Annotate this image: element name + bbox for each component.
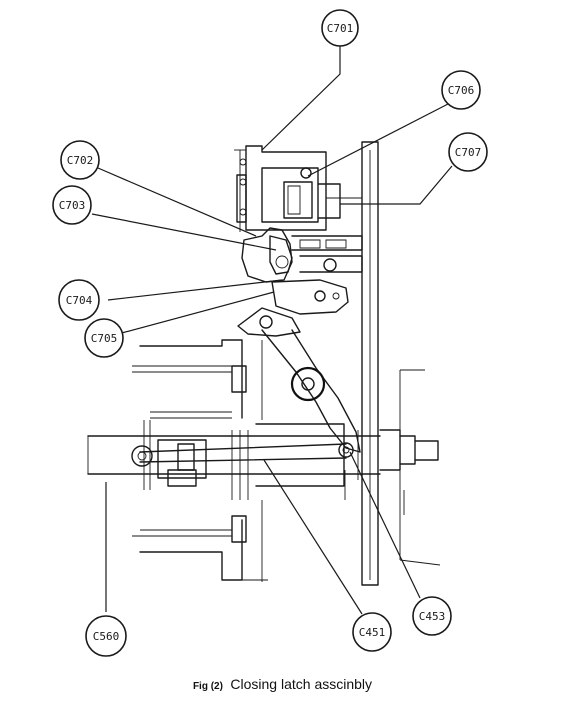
callout-c705-label: C705 — [91, 332, 118, 345]
figure-number: Fig (2) — [192, 681, 223, 692]
callout-c703-label: C703 — [59, 199, 86, 212]
crank-link — [237, 307, 361, 458]
figure-title: Closing latch asscinbly — [230, 676, 373, 692]
callout-c701-label: C701 — [327, 22, 354, 35]
callout-c704: C704 — [58, 279, 100, 321]
callout-c706-label: C706 — [448, 84, 475, 97]
latch-hook — [241, 227, 363, 283]
callout-c707: C707 — [448, 132, 488, 172]
callout-c701: C701 — [321, 9, 359, 47]
vertical-frame-plate — [361, 141, 379, 586]
latch-block — [261, 167, 362, 223]
leader-lines — [91, 45, 453, 615]
callout-c703: C703 — [52, 185, 92, 225]
figure-caption: Fig (2) Closing latch asscinbly — [0, 676, 565, 694]
callout-c706: C706 — [441, 70, 481, 110]
callout-c453-label: C453 — [419, 610, 446, 623]
cam-plate — [271, 279, 349, 315]
callout-c560: C560 — [85, 615, 127, 657]
callout-c702-label: C702 — [67, 154, 94, 167]
callout-c453: C453 — [412, 596, 452, 636]
callout-c560-label: C560 — [93, 630, 120, 643]
callout-c451-label: C451 — [359, 626, 386, 639]
connecting-rod — [131, 443, 347, 471]
callout-c704-label: C704 — [66, 294, 93, 307]
callout-c451: C451 — [352, 612, 392, 652]
callout-c705: C705 — [84, 318, 124, 358]
callout-c707-label: C707 — [455, 146, 482, 159]
main-shaft — [87, 420, 381, 500]
right-bracket — [344, 369, 441, 566]
latch-housing — [234, 145, 327, 232]
callout-c702: C702 — [60, 140, 100, 180]
left-bracket-plates — [132, 339, 268, 582]
